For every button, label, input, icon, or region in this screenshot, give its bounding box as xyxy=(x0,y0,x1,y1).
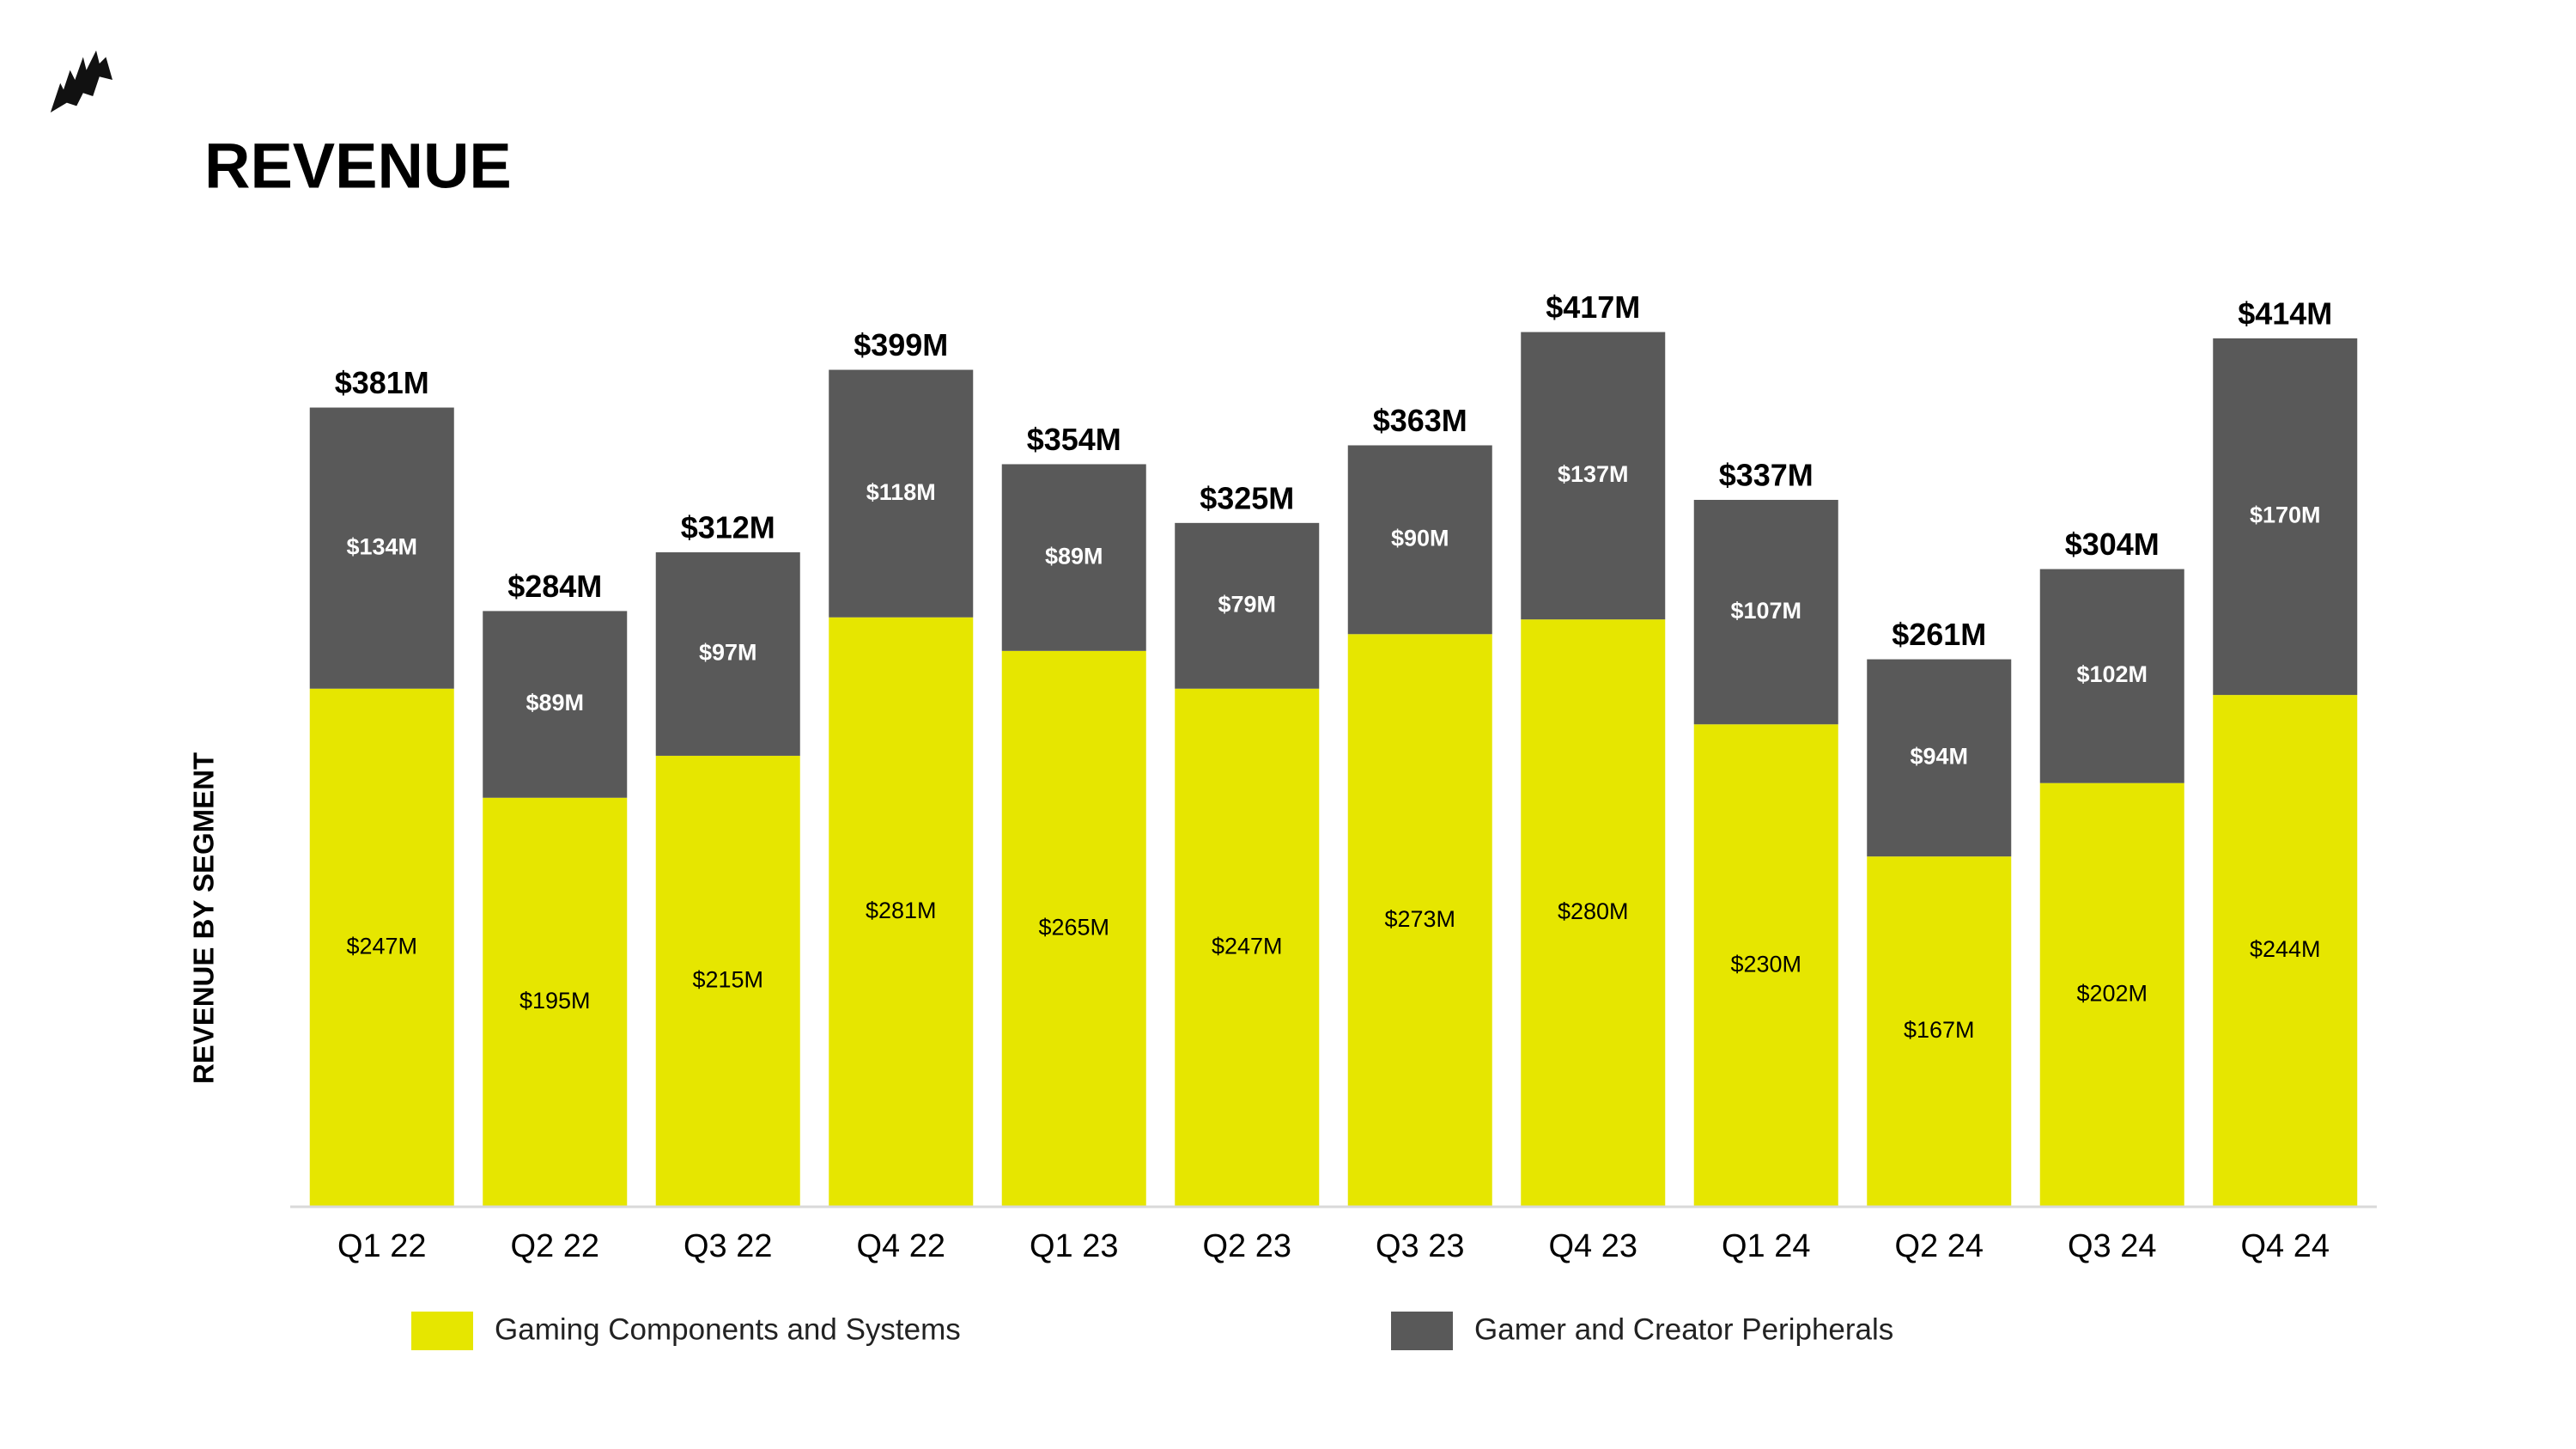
value-label: $89M xyxy=(526,690,584,715)
bar-segment xyxy=(1521,332,1666,620)
value-label: $170M xyxy=(2250,502,2321,528)
bar-segment xyxy=(309,688,454,1207)
total-label: $325M xyxy=(1200,480,1294,515)
bar-segment xyxy=(1347,634,1492,1207)
value-label: $215M xyxy=(692,967,763,993)
value-label: $202M xyxy=(2076,980,2148,1006)
x-tick-label: Q2 22 xyxy=(510,1228,599,1264)
value-label: $230M xyxy=(1730,951,1801,977)
total-label: $304M xyxy=(2065,527,2160,562)
total-label: $261M xyxy=(1892,617,1986,652)
value-label: $167M xyxy=(1904,1017,1975,1043)
bar-segment xyxy=(655,755,800,1207)
bar-segment xyxy=(1175,522,1320,689)
value-label: $247M xyxy=(1212,934,1283,959)
value-label: $79M xyxy=(1218,591,1276,617)
value-label: $134M xyxy=(346,533,417,559)
value-label: $281M xyxy=(866,898,937,923)
y-axis-label: REVENUE BY SEGMENT xyxy=(188,752,220,1084)
legend-label: Gaming Components and Systems xyxy=(495,1312,961,1346)
x-tick-label: Q3 23 xyxy=(1376,1228,1465,1264)
total-label: $354M xyxy=(1027,422,1121,457)
bar-segment xyxy=(2213,338,2358,696)
value-label: $265M xyxy=(1038,915,1109,941)
total-label: $312M xyxy=(681,510,775,545)
x-tick-label: Q2 23 xyxy=(1202,1228,1291,1264)
value-label: $280M xyxy=(1558,898,1629,924)
bar-segment xyxy=(1521,619,1666,1207)
bar-segment xyxy=(1867,856,2012,1207)
value-label: $195M xyxy=(519,988,591,1014)
total-label: $284M xyxy=(507,569,602,604)
bar-segment xyxy=(2213,695,2358,1207)
value-label: $89M xyxy=(1045,543,1103,569)
bar-segment xyxy=(483,611,628,798)
bar-segment xyxy=(1347,445,1492,635)
x-tick-label: Q4 23 xyxy=(1548,1228,1637,1264)
x-tick-label: Q1 23 xyxy=(1030,1228,1119,1264)
x-tick-label: Q1 24 xyxy=(1722,1228,1811,1264)
bar-segment xyxy=(1001,464,1146,651)
bar-segment xyxy=(483,797,628,1207)
total-label: $417M xyxy=(1546,289,1640,325)
bar-segment xyxy=(1693,499,1838,725)
value-label: $118M xyxy=(866,479,936,505)
bar-segment xyxy=(1867,659,2012,857)
bar-segment xyxy=(2039,569,2184,783)
chart-title: REVENUE xyxy=(204,131,512,202)
legend-swatch xyxy=(411,1312,473,1350)
value-label: $137M xyxy=(1558,461,1629,487)
bar-segment xyxy=(2039,782,2184,1207)
total-label: $414M xyxy=(2238,295,2332,331)
x-tick-label: Q4 22 xyxy=(856,1228,945,1264)
value-label: $107M xyxy=(1730,598,1801,624)
bar-segment xyxy=(1693,724,1838,1207)
value-label: $247M xyxy=(346,934,417,959)
x-tick-label: Q2 24 xyxy=(1894,1228,1984,1264)
total-label: $363M xyxy=(1373,403,1467,438)
value-label: $97M xyxy=(699,640,757,666)
bar-segment xyxy=(655,552,800,756)
x-tick-label: Q3 24 xyxy=(2068,1228,2157,1264)
value-label: $90M xyxy=(1391,525,1449,551)
total-label: $381M xyxy=(335,365,429,400)
x-tick-label: Q3 22 xyxy=(683,1228,773,1264)
total-label: $399M xyxy=(854,327,948,362)
bar-segment xyxy=(1175,688,1320,1207)
logo xyxy=(50,50,112,113)
value-label: $102M xyxy=(2076,661,2148,687)
bar-segment xyxy=(309,407,454,689)
legend-swatch xyxy=(1391,1312,1453,1350)
value-label: $244M xyxy=(2250,936,2321,962)
bar-segment xyxy=(829,369,974,618)
legend-label: Gamer and Creator Peripherals xyxy=(1474,1312,1893,1346)
x-tick-label: Q1 22 xyxy=(337,1228,427,1264)
total-label: $337M xyxy=(1719,457,1814,492)
x-tick-label: Q4 24 xyxy=(2240,1228,2330,1264)
bar-segment xyxy=(1001,650,1146,1207)
bar-segment xyxy=(829,617,974,1207)
value-label: $94M xyxy=(1910,743,1968,769)
value-label: $273M xyxy=(1384,906,1455,932)
